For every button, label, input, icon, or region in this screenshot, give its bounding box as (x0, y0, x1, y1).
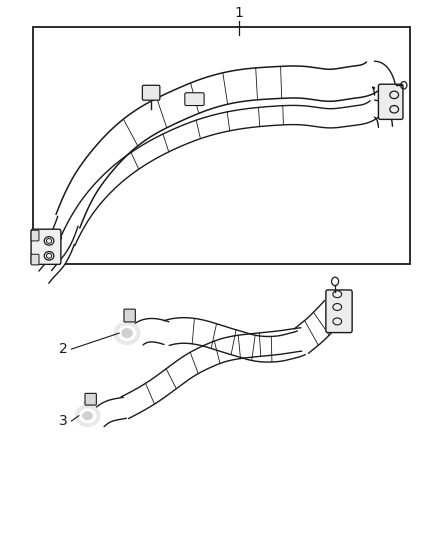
Text: 3: 3 (59, 414, 68, 428)
Bar (33, 27, 410, 264)
Ellipse shape (118, 326, 136, 341)
FancyBboxPatch shape (31, 230, 39, 241)
FancyBboxPatch shape (185, 93, 204, 106)
Ellipse shape (79, 409, 96, 423)
Polygon shape (93, 397, 126, 426)
Ellipse shape (76, 405, 100, 426)
Text: 1: 1 (234, 6, 243, 20)
Ellipse shape (114, 322, 140, 344)
FancyBboxPatch shape (378, 84, 403, 119)
Polygon shape (374, 100, 392, 127)
FancyBboxPatch shape (31, 229, 61, 264)
FancyBboxPatch shape (31, 254, 39, 265)
FancyBboxPatch shape (326, 290, 352, 333)
Text: 2: 2 (59, 342, 68, 356)
FancyBboxPatch shape (85, 393, 96, 405)
Ellipse shape (83, 411, 92, 420)
Ellipse shape (122, 328, 132, 338)
Polygon shape (39, 237, 74, 283)
Polygon shape (294, 301, 343, 353)
FancyBboxPatch shape (142, 85, 160, 100)
Polygon shape (164, 318, 305, 362)
FancyBboxPatch shape (124, 309, 135, 322)
Polygon shape (61, 101, 379, 246)
Polygon shape (36, 216, 78, 271)
Polygon shape (372, 61, 396, 95)
Polygon shape (131, 319, 169, 345)
Polygon shape (56, 62, 382, 228)
Polygon shape (121, 328, 302, 418)
